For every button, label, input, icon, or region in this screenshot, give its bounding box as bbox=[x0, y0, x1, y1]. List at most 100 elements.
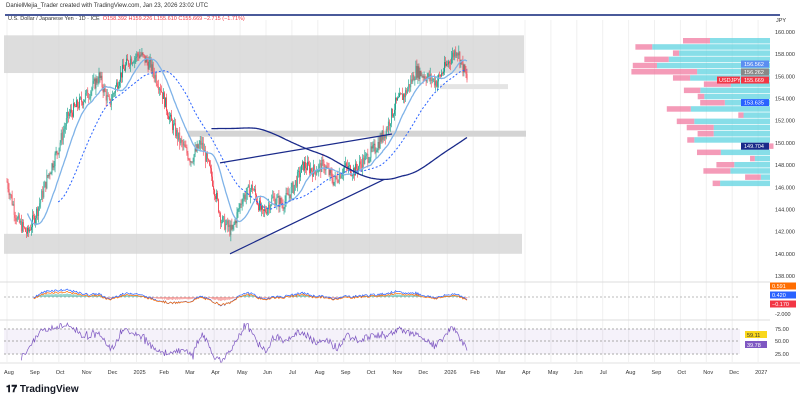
candle bbox=[149, 59, 151, 62]
macd-histogram-bar bbox=[405, 295, 407, 297]
time-tick: Apr bbox=[522, 370, 531, 376]
candle bbox=[414, 79, 416, 81]
rsi-label-bg bbox=[745, 341, 767, 348]
candle bbox=[283, 208, 285, 210]
candle bbox=[56, 151, 58, 154]
candle bbox=[413, 74, 415, 81]
macd-histogram-bar bbox=[137, 295, 139, 297]
candle bbox=[50, 172, 52, 175]
candle bbox=[326, 166, 328, 168]
macd-histogram-bar bbox=[204, 297, 206, 298]
candle bbox=[219, 212, 220, 214]
volume-profile-bar bbox=[700, 87, 770, 94]
candle bbox=[241, 203, 243, 205]
macd-histogram-bar bbox=[133, 295, 135, 297]
macd-histogram-bar bbox=[134, 295, 136, 297]
candle bbox=[406, 90, 408, 94]
macd-histogram-bar bbox=[190, 297, 192, 300]
candle bbox=[7, 181, 9, 190]
candle bbox=[331, 173, 333, 181]
macd-histogram-bar bbox=[78, 295, 79, 297]
volume-profile-bar bbox=[635, 44, 653, 50]
candle bbox=[17, 215, 19, 219]
candle bbox=[174, 123, 176, 124]
candle bbox=[232, 224, 234, 230]
time-tick: Mar bbox=[185, 370, 195, 376]
candle bbox=[125, 64, 126, 71]
candle bbox=[64, 126, 66, 130]
candle bbox=[175, 123, 177, 137]
candle bbox=[285, 193, 287, 201]
candle bbox=[456, 53, 458, 56]
time-tick: Dec bbox=[418, 370, 428, 376]
candle bbox=[267, 208, 269, 214]
candle bbox=[352, 175, 353, 176]
candle bbox=[302, 161, 303, 165]
macd-histogram-bar bbox=[233, 297, 235, 299]
macd-histogram-bar bbox=[44, 294, 46, 297]
candle bbox=[11, 195, 13, 205]
candle bbox=[308, 161, 309, 165]
candle bbox=[380, 136, 382, 142]
macd-histogram-bar bbox=[173, 297, 175, 300]
macd-histogram-bar bbox=[265, 297, 267, 298]
macd-histogram-bar bbox=[129, 295, 131, 297]
macd-histogram-bar bbox=[302, 294, 303, 297]
macd-histogram-bar bbox=[331, 297, 333, 298]
candle bbox=[410, 79, 412, 88]
candle bbox=[379, 136, 381, 149]
macd-histogram-bar bbox=[296, 295, 298, 297]
candle bbox=[30, 229, 31, 231]
candle bbox=[103, 86, 105, 93]
candle bbox=[298, 170, 300, 178]
candle bbox=[122, 64, 123, 78]
macd-histogram-bar bbox=[48, 294, 50, 297]
macd-histogram-bar bbox=[74, 294, 75, 297]
candle bbox=[192, 161, 194, 163]
volume-profile-bar bbox=[750, 155, 755, 162]
candle bbox=[442, 73, 443, 74]
macd-histogram-bar bbox=[252, 295, 254, 297]
candle bbox=[119, 81, 120, 86]
macd-histogram-bar bbox=[370, 295, 372, 297]
macd-histogram-bar bbox=[46, 294, 48, 297]
macd-histogram-bar bbox=[333, 297, 335, 298]
candle bbox=[432, 78, 434, 80]
macd-histogram-bar bbox=[224, 297, 226, 301]
macd-histogram-bar bbox=[416, 295, 418, 297]
candle bbox=[156, 84, 158, 87]
macd-histogram-bar bbox=[92, 295, 94, 297]
time-tick: 2026 bbox=[444, 370, 456, 376]
candle bbox=[152, 64, 154, 74]
macd-histogram-bar bbox=[91, 295, 93, 297]
macd-histogram-bar bbox=[108, 297, 110, 298]
time-tick: Mar bbox=[496, 370, 506, 376]
volume-profile-bar bbox=[676, 118, 695, 125]
candle bbox=[439, 74, 440, 76]
candle bbox=[252, 190, 254, 191]
macd-histogram-bar bbox=[391, 295, 393, 297]
macd-histogram-bar bbox=[77, 295, 78, 297]
candle bbox=[116, 82, 117, 87]
macd-histogram-bar bbox=[131, 295, 133, 297]
macd-histogram-bar bbox=[175, 297, 177, 300]
candle bbox=[93, 78, 95, 82]
volume-profile-bar bbox=[713, 124, 770, 131]
candle bbox=[374, 143, 376, 153]
price-chart[interactable]: 160.000 158.000 156.000 154.000 152.000 150.0… bbox=[0, 0, 800, 380]
candle bbox=[401, 93, 402, 95]
macd-histogram-bar bbox=[250, 295, 252, 297]
candle bbox=[155, 75, 157, 85]
candle bbox=[450, 63, 452, 64]
candle bbox=[344, 163, 346, 167]
macd-histogram-bar bbox=[306, 295, 307, 297]
candle bbox=[303, 161, 304, 171]
candle bbox=[266, 211, 268, 214]
volume-profile-bar bbox=[694, 118, 770, 125]
candle bbox=[104, 86, 106, 92]
candle bbox=[146, 57, 148, 62]
macd-histogram-bar bbox=[465, 297, 467, 298]
candle bbox=[289, 194, 291, 198]
macd-histogram-bar bbox=[246, 294, 248, 297]
candle bbox=[110, 100, 112, 105]
